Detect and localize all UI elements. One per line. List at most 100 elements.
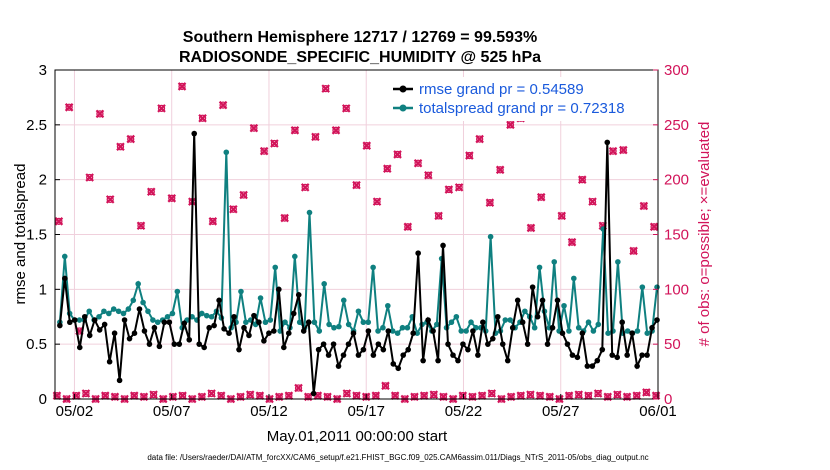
obs-high-possible [301,183,309,191]
obs-high-possible [465,151,474,160]
rmse-point [569,352,576,358]
obs-high-possible [65,103,73,111]
obs-high-evaluated [567,237,577,247]
obs-high-evaluated [177,82,187,91]
rmse-point [594,357,601,364]
obs-high-possible [383,165,391,173]
obs-high-evaluated [536,192,546,202]
x-tick-label: 05/07 [153,403,191,420]
rmse-point [440,242,446,249]
rmse-point [345,341,352,347]
legend-spread-marker [399,104,407,112]
y-tick-label: 3 [39,62,47,79]
obs-high-possible [475,135,484,143]
obs-high-possible [270,139,279,148]
obs-low-evaluated [390,391,400,400]
obs-low-evaluated [294,383,303,393]
obs-high-possible [137,222,145,230]
y-tick-label: 0.5 [26,336,47,353]
spread-point [458,328,465,334]
obs-low-possible [594,389,602,398]
rmse-point [176,341,183,347]
rmse-point [634,363,640,369]
obs-high-possible [219,101,227,109]
legend-spread-text: totalspread grand pr = 0.72318 [419,100,625,117]
spread-point [321,281,327,287]
obs-high-evaluated [259,146,269,156]
rmse-point [171,341,178,347]
rmse-point [514,297,521,304]
rmse-point [609,352,616,358]
obs-high-evaluated [434,211,443,221]
rmse-point [116,377,123,384]
obs-high-possible [629,247,638,255]
y2-tick-label: 0 [664,391,672,408]
spread-point [96,313,102,320]
rmse-point [584,363,591,369]
spread-point [164,313,171,320]
obs-high-evaluated [649,222,659,232]
rmse-point [320,341,327,347]
obs-low-possible [430,390,438,399]
obs-low-evaluated [642,388,651,397]
spread-point [355,308,362,315]
obs-high-evaluated [321,84,330,93]
rmse-point [554,297,561,304]
rmse-point [211,322,217,329]
rmse-point [499,341,506,347]
y2-tick-label: 200 [664,172,689,189]
obs-low-evaluated [207,389,216,398]
spread-point [316,328,323,334]
spread-point [145,308,151,315]
rmse-point [624,352,630,358]
rmse-point [435,357,441,364]
obs-high-possible [229,205,238,213]
rmse-point [559,330,566,337]
spread-point [243,319,249,326]
spread-point [394,330,401,337]
obs-low-possible [488,389,496,398]
rmse-point [504,357,511,364]
obs-low-evaluated [71,391,81,400]
obs-high-evaluated [146,187,156,197]
obs-high-possible [86,173,94,182]
rmse-point [181,320,188,327]
obs-high-possible [455,183,463,191]
rmse-point [455,357,461,364]
y-tick-label: 1 [39,281,47,298]
spread-point [448,319,455,326]
obs-high-possible [55,217,63,225]
rmse-point [161,319,168,326]
rmse-point [86,332,93,339]
obs-high-possible [311,133,320,141]
spread-point [311,319,318,326]
obs-low-evaluated [593,389,603,398]
obs-low-evaluated [381,381,390,391]
chart-subtitle: RADIOSONDE_SPECIFIC_HUMIDITY @ 525 hPa [179,49,541,66]
obs-low-evaluated [100,391,110,400]
obs-low-evaluated [129,391,139,400]
rmse-point [430,328,436,334]
rmse-point [385,328,392,334]
obs-high-evaluated [526,223,536,233]
obs-high-evaluated [608,146,618,156]
spread-point [292,253,298,260]
spread-point [399,324,406,331]
obs-high-possible [332,126,340,134]
obs-high-possible [106,195,114,204]
obs-high-possible [640,202,648,210]
y-tick-label: 2 [39,172,47,189]
obs-high-evaluated [413,158,423,168]
rmse-point [121,317,128,323]
rmse-point [639,352,645,358]
obs-low-evaluated [216,391,226,400]
obs-high-evaluated [300,183,310,192]
obs-high-possible [116,143,125,151]
rmse-point [280,344,287,351]
rmse-point [524,341,531,347]
spread-point [624,328,631,334]
obs-high-possible [486,199,494,207]
obs-high-possible [414,159,422,167]
rmse-point [191,130,198,137]
